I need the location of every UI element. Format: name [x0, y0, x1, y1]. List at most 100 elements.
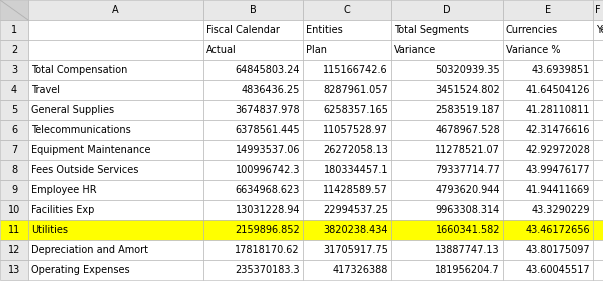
Bar	[28, 240, 203, 260]
Bar	[28, 20, 203, 40]
Text: 4: 4	[11, 85, 17, 95]
Bar	[391, 60, 503, 80]
Text: 43.3290229: 43.3290229	[531, 205, 590, 215]
Text: 3: 3	[11, 65, 17, 75]
Bar	[391, 80, 503, 100]
Text: 9963308.314: 9963308.314	[436, 205, 500, 215]
Bar	[303, 180, 391, 200]
Bar	[0, 100, 28, 120]
Bar	[0, 180, 28, 200]
Text: 10: 10	[8, 205, 20, 215]
Text: Entities: Entities	[306, 25, 343, 35]
Bar	[593, 140, 603, 160]
Bar	[593, 60, 603, 80]
Bar	[303, 260, 391, 280]
Bar	[391, 0, 503, 20]
Bar	[203, 200, 303, 220]
Bar	[28, 120, 203, 140]
Text: B: B	[250, 5, 256, 15]
Bar	[503, 0, 593, 20]
Text: 115166742.6: 115166742.6	[323, 65, 388, 75]
Text: 41.64504126: 41.64504126	[525, 85, 590, 95]
Text: 12: 12	[8, 245, 20, 255]
Text: 43.60045517: 43.60045517	[525, 265, 590, 275]
Bar	[391, 180, 503, 200]
Bar	[593, 0, 603, 20]
Bar	[0, 40, 28, 60]
Text: 11278521.07: 11278521.07	[435, 145, 500, 155]
Bar	[391, 40, 503, 60]
Bar	[28, 180, 203, 200]
Text: 7: 7	[11, 145, 17, 155]
Bar	[503, 160, 593, 180]
Bar	[203, 0, 303, 20]
Bar	[593, 40, 603, 60]
Bar	[28, 140, 203, 160]
Bar	[28, 60, 203, 80]
Text: Employee HR: Employee HR	[31, 185, 96, 195]
Bar	[28, 200, 203, 220]
Bar	[503, 20, 593, 40]
Text: 3451524.802: 3451524.802	[435, 85, 500, 95]
Bar	[503, 220, 593, 240]
Text: General Supplies: General Supplies	[31, 105, 114, 115]
Bar	[0, 200, 28, 220]
Text: 13887747.13: 13887747.13	[435, 245, 500, 255]
Bar	[203, 100, 303, 120]
Text: 3674837.978: 3674837.978	[235, 105, 300, 115]
Bar	[391, 240, 503, 260]
Bar	[391, 100, 503, 120]
Text: 2583519.187: 2583519.187	[435, 105, 500, 115]
Bar	[503, 40, 593, 60]
Text: 235370183.3: 235370183.3	[235, 265, 300, 275]
Text: 17818170.62: 17818170.62	[235, 245, 300, 255]
Bar	[303, 120, 391, 140]
Text: 11: 11	[8, 225, 20, 235]
Bar	[203, 260, 303, 280]
Text: 1: 1	[11, 25, 17, 35]
Text: Utilities: Utilities	[31, 225, 68, 235]
Bar	[0, 220, 28, 240]
Text: 11428589.57: 11428589.57	[323, 185, 388, 195]
Bar	[303, 100, 391, 120]
Text: 8287961.057: 8287961.057	[323, 85, 388, 95]
Text: 5: 5	[11, 105, 17, 115]
Text: 31705917.75: 31705917.75	[323, 245, 388, 255]
Text: Total Segments: Total Segments	[394, 25, 469, 35]
Text: 9: 9	[11, 185, 17, 195]
Bar	[203, 140, 303, 160]
Text: 6258357.165: 6258357.165	[323, 105, 388, 115]
Text: Fiscal Calendar: Fiscal Calendar	[206, 25, 280, 35]
Text: 42.31476616: 42.31476616	[525, 125, 590, 135]
Text: 4678967.528: 4678967.528	[435, 125, 500, 135]
Text: Travel: Travel	[31, 85, 60, 95]
Text: 43.6939851: 43.6939851	[532, 65, 590, 75]
Text: 50320939.35: 50320939.35	[435, 65, 500, 75]
Bar	[391, 20, 503, 40]
Bar	[593, 100, 603, 120]
Bar	[303, 240, 391, 260]
Bar	[0, 0, 28, 20]
Text: F: F	[595, 5, 601, 15]
Bar	[0, 20, 28, 40]
Bar	[203, 40, 303, 60]
Text: 1660341.582: 1660341.582	[435, 225, 500, 235]
Text: D: D	[443, 5, 451, 15]
Text: Currencies: Currencies	[506, 25, 558, 35]
Bar	[0, 120, 28, 140]
Bar	[303, 220, 391, 240]
Text: 79337714.77: 79337714.77	[435, 165, 500, 175]
Text: Variance: Variance	[394, 45, 436, 55]
Bar	[593, 20, 603, 40]
Bar	[203, 120, 303, 140]
Text: 43.99476177: 43.99476177	[525, 165, 590, 175]
Text: Operating Expenses: Operating Expenses	[31, 265, 130, 275]
Bar	[203, 60, 303, 80]
Bar	[203, 220, 303, 240]
Text: 6378561.445: 6378561.445	[235, 125, 300, 135]
Bar	[593, 240, 603, 260]
Text: 180334457.1: 180334457.1	[323, 165, 388, 175]
Bar	[303, 140, 391, 160]
Bar	[303, 200, 391, 220]
Bar	[0, 160, 28, 180]
